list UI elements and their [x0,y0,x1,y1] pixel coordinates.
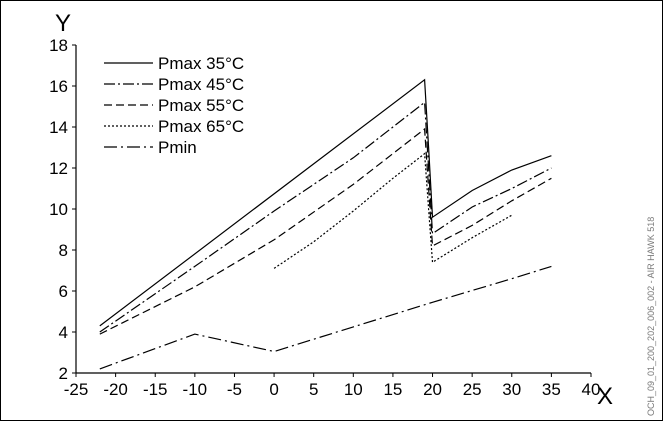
y-tick-label: 10 [49,200,68,219]
y-tick-label: 4 [59,323,68,342]
figure-code: OCH_09_01_200_202_006_002 - AIR HAWK 518 [646,217,656,416]
x-tick-label: -25 [64,380,89,399]
series-line-1 [99,78,552,327]
y-tick-label: 8 [59,241,68,260]
x-tick-label: 10 [344,380,363,399]
x-tick-label: 40 [582,380,601,399]
x-axis-label: X [597,383,613,410]
tick-labels: 2 4 6 8 10 12 14 16 18 -25 -20 -15 -10 -5 0 5 10 15 20 25 30… [49,36,600,399]
series-line-3 [99,127,552,335]
y-tick-label: 16 [49,77,68,96]
x-tick-label: -10 [183,380,208,399]
y-tick-label: 2 [59,364,68,383]
series-layer [99,78,552,370]
x-tick-label: -20 [103,380,128,399]
series-line-5 [99,265,552,370]
x-tick-label: 30 [502,380,521,399]
legend-label-2: Pmax 45°C [158,75,244,94]
x-tick-label: 25 [463,380,482,399]
x-tick-label: 15 [383,380,402,399]
y-axis-label: Y [55,10,71,37]
series-line-4 [273,152,513,269]
x-tick-label: -15 [143,380,168,399]
legend-label-1: Pmax 35°C [158,54,244,73]
x-tick-label: 0 [269,380,278,399]
x-tick-label: -5 [227,380,242,399]
plot-area [75,45,591,374]
series-line-2 [99,101,552,333]
legend-label-4: Pmax 65°C [158,117,244,136]
y-tick-label: 14 [49,118,68,137]
y-tick-label: 6 [59,282,68,301]
y-tick-label: 12 [49,159,68,178]
legend-label-5: Pmin [158,138,197,157]
legend-label-3: Pmax 55°C [158,96,244,115]
legend: Pmax 35°C Pmax 45°C Pmax 55°C Pmax 65°C Pmin [104,54,244,157]
x-tick-label: 35 [542,380,561,399]
x-tick-label: 5 [309,380,318,399]
x-tick-label: 20 [423,380,442,399]
y-tick-label: 18 [49,36,68,55]
